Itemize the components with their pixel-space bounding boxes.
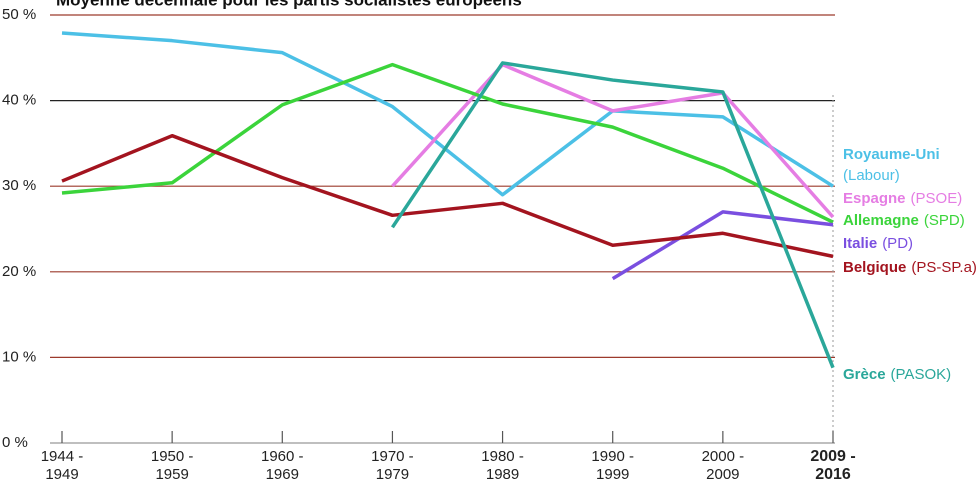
x-tick-label: 1990 - 1999: [591, 448, 634, 483]
x-tick-label: 1944 - 1949: [40, 448, 84, 483]
x-tick-label: 2009 - 2016: [810, 448, 856, 483]
x-tick-label: 1980 - 1989: [481, 448, 524, 483]
series-line: [61, 31, 834, 197]
legend-label: Grèce (PASOK): [843, 366, 951, 383]
chart-title: Moyenne décennale pour les partis social…: [56, 0, 522, 9]
legend-party: (Labour): [843, 167, 900, 184]
legend-party: (SPD): [924, 212, 965, 229]
legend-name: Italie: [843, 235, 877, 252]
y-tick-label: 20 %: [2, 263, 36, 280]
y-tick-label: 40 %: [2, 92, 36, 109]
legend-label: Allemagne (SPD): [843, 212, 965, 229]
series-line: [61, 133, 834, 259]
legend-name: Belgique: [843, 259, 906, 276]
legend-party: (PASOK): [891, 366, 952, 383]
y-tick-label: 10 %: [2, 348, 36, 365]
y-tick-label: 30 %: [2, 177, 36, 194]
legend-name: Allemagne: [843, 212, 919, 229]
x-tick-label: 1960 - 1969: [261, 448, 304, 483]
x-tick-label: 1970 - 1979: [371, 448, 414, 483]
legend-label: Royaume-Uni: [843, 146, 940, 163]
series-line: [611, 210, 834, 281]
x-tick-label: 2000 - 2009: [701, 448, 745, 483]
y-tick-label: 0 %: [2, 434, 28, 451]
legend-party: (PS-SP.a): [911, 259, 977, 276]
series-line: [61, 62, 834, 224]
legend-party: (PSOE): [911, 190, 963, 207]
legend-name: Royaume-Uni: [843, 146, 940, 163]
legend-party: (PD): [882, 235, 913, 252]
series-line: [391, 62, 835, 219]
legend-name: Grèce: [843, 366, 886, 383]
legend-name: Espagne: [843, 190, 906, 207]
x-tick-label: 1950 - 1959: [150, 448, 194, 483]
legend-label: Espagne (PSOE): [843, 190, 962, 207]
legend-label: Belgique (PS-SP.a): [843, 259, 977, 276]
legend-label: Italie (PD): [843, 235, 913, 252]
y-tick-label: 50 %: [2, 6, 36, 23]
series-line: [390, 61, 835, 369]
